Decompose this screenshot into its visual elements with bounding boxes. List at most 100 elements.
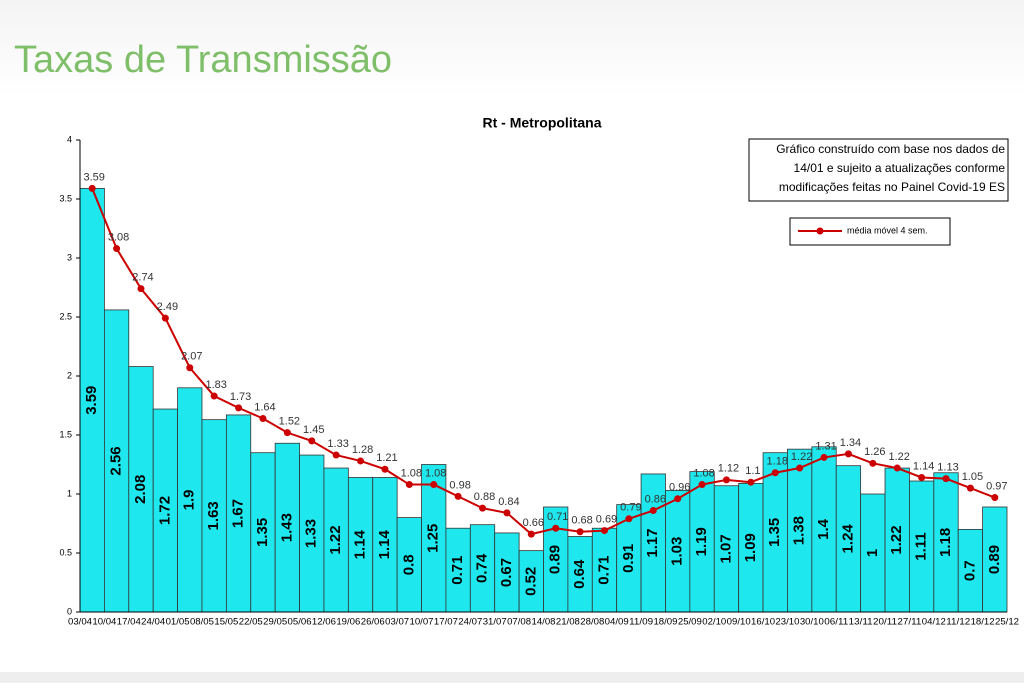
legend-marker: [816, 227, 824, 235]
bar: [225, 414, 252, 613]
x-tick-label: 12/06: [312, 616, 336, 626]
point: [796, 464, 804, 472]
point: [966, 484, 974, 492]
bar-label: 1.63: [205, 501, 222, 530]
point-label: 1.22: [791, 451, 812, 463]
point: [259, 414, 267, 422]
bar-label: 1.67: [230, 499, 247, 528]
bar-label: 1.24: [839, 524, 856, 554]
point: [698, 481, 706, 489]
point: [308, 437, 316, 445]
bar: [884, 467, 910, 613]
point-label: 1.28: [352, 444, 373, 456]
point-label: 1.08: [693, 467, 714, 479]
point: [722, 476, 730, 484]
bar-label: 2.56: [108, 446, 125, 475]
point-label: 0.69: [596, 513, 617, 525]
point-label: 1.45: [303, 424, 324, 436]
point-label: 1.13: [937, 462, 958, 474]
point-label: 0.71: [547, 511, 568, 523]
point: [625, 515, 633, 523]
point-label: 2.07: [181, 351, 202, 363]
point: [820, 453, 828, 461]
bar-label: 1.38: [791, 516, 808, 545]
bar-label: 1.09: [742, 533, 759, 562]
point: [381, 465, 389, 473]
x-tick-label: 14/08: [532, 616, 556, 626]
x-tick-label: 26/06: [361, 616, 385, 626]
y-tick-label: 2.5: [59, 311, 72, 321]
point: [649, 507, 657, 515]
annotation: Gráfico construído com base nos dados de: [776, 142, 1005, 156]
annotation: modificações feitas no Painel Covid-19 E…: [779, 180, 1005, 194]
bar: [982, 506, 1008, 613]
point-label: 3.59: [83, 171, 104, 183]
y-tick-label: 3: [67, 252, 72, 262]
point-label: 1.05: [962, 471, 983, 483]
x-tick-label: 02/10: [702, 616, 726, 626]
bar: [396, 517, 422, 613]
point-label: 1.22: [889, 451, 910, 463]
x-tick-label: 27/11: [897, 616, 921, 626]
x-tick-label: 17/04: [117, 616, 141, 626]
legend-label: média móvel 4 sem.: [847, 225, 928, 235]
point-label: 0.96: [669, 482, 690, 494]
bar-label: 1.72: [156, 496, 173, 525]
y-tick-label: 0.5: [59, 547, 72, 557]
bar-label: 1.14: [352, 529, 369, 559]
y-tick-label: 0: [67, 606, 72, 616]
bar: [177, 387, 203, 613]
point-label: 0.97: [986, 480, 1007, 492]
x-tick-label: 04/09: [605, 616, 629, 626]
bar-label: 1.22: [327, 525, 344, 554]
bar: [787, 448, 813, 613]
bar-label: 1.03: [669, 537, 686, 566]
bar-label: 1.11: [913, 532, 930, 560]
x-tick-label: 25/12: [995, 616, 1019, 626]
page-title: Taxas de Transmissão: [14, 39, 392, 81]
point-label: 1.34: [840, 437, 861, 449]
point: [430, 481, 438, 489]
point-label: 1.12: [718, 463, 739, 475]
x-tick-label: 22/05: [239, 616, 263, 626]
point-label: 1.26: [864, 446, 885, 458]
x-tick-label: 10/04: [92, 616, 116, 626]
bar-label: 1.07: [717, 534, 734, 563]
point: [771, 469, 779, 477]
bar: [860, 493, 886, 613]
point: [405, 481, 413, 489]
point: [844, 450, 852, 458]
line: [91, 188, 996, 536]
bar: [103, 309, 130, 613]
bar: [274, 442, 300, 613]
point-label: 1.73: [230, 391, 251, 403]
x-tick-label: 20/11: [873, 616, 897, 626]
x-tick-label: 03/07: [385, 616, 409, 626]
y-tick-label: 1: [67, 488, 72, 498]
point: [88, 184, 96, 192]
x-tick-label: 17/07: [434, 616, 458, 626]
bar: [909, 480, 935, 613]
point-label: 1.18: [767, 456, 788, 468]
x-tick-label: 24/04: [141, 616, 165, 626]
point: [674, 495, 682, 503]
annotation-box: [748, 138, 1009, 202]
y-tick-label: 4: [67, 134, 72, 144]
point-label: 1.08: [425, 467, 446, 479]
x-tick-label: 08/05: [190, 616, 214, 626]
bar-label: 1.4: [815, 518, 832, 540]
x-tick-label: 04/12: [922, 616, 946, 626]
bar-label: 2.08: [132, 475, 149, 504]
bar: [445, 527, 471, 613]
x-tick-label: 11/09: [629, 616, 653, 626]
point-label: 0.88: [474, 491, 495, 503]
chart-title: Rt - Metropolitana: [483, 115, 602, 131]
x-tick-label: 23/10: [775, 616, 799, 626]
bar-label: 0.91: [620, 544, 637, 573]
point-label: 0.86: [645, 493, 666, 505]
bar-label: 1.19: [693, 527, 710, 556]
annotation: 14/01 e sujeito a atualizações conforme: [794, 161, 1006, 175]
x-tick-label: 21/08: [556, 616, 580, 626]
point-label: 1.1: [745, 465, 760, 477]
